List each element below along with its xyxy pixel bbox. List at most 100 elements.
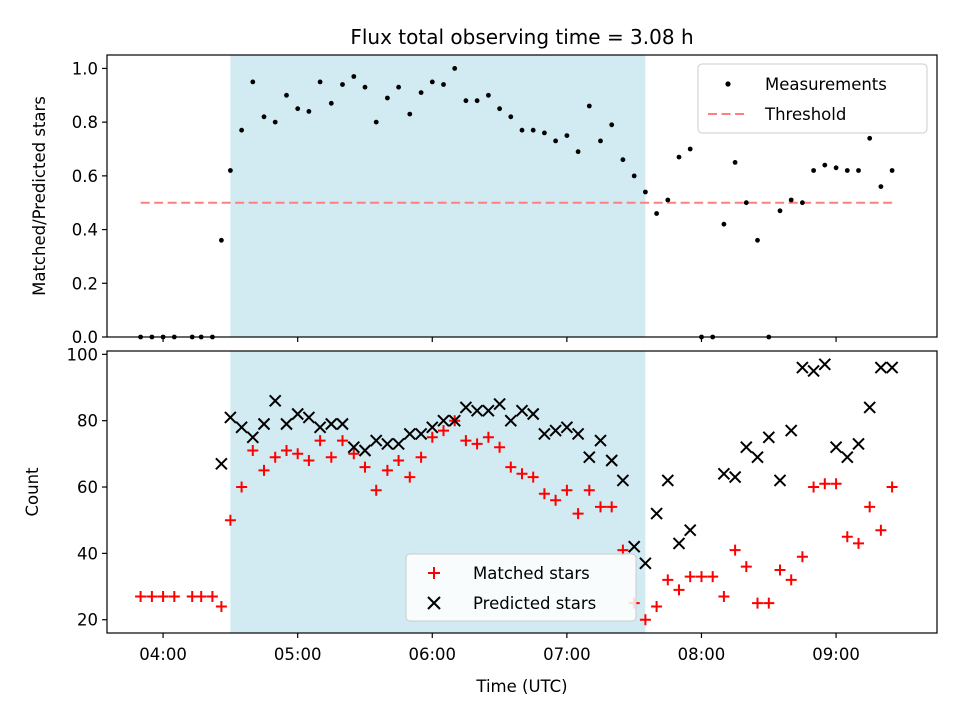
predicted-star-point [515, 404, 529, 417]
predicted-star-point [381, 437, 394, 451]
matched-star-point [168, 591, 180, 602]
measurement-point [429, 79, 435, 85]
predicted-star-point [852, 437, 865, 451]
matched-star-point [269, 451, 281, 463]
measurement-point [351, 74, 357, 79]
matched-star-point [729, 544, 741, 556]
bottom-legend: Matched stars Predicted stars [405, 553, 637, 622]
predicted-star-point [627, 540, 641, 553]
top-legend: Measurements Threshold [697, 63, 928, 134]
measurement-point [889, 168, 895, 173]
x-tick-label: 06:00 [408, 645, 456, 664]
legend-threshold-label: Threshold [764, 105, 846, 124]
predicted-star-point [291, 407, 304, 421]
predicted-star-point [583, 450, 596, 464]
predicted-star-point [672, 537, 686, 550]
measurement-point [261, 114, 267, 120]
matched-star-point [157, 591, 169, 602]
x-tick-label: 08:00 [678, 645, 726, 664]
measurement-point [598, 138, 603, 144]
measurement-point [788, 197, 794, 203]
matched-star-point [426, 431, 438, 443]
measurement-point [654, 211, 659, 216]
predicted-star-point [740, 440, 753, 454]
measurement-point [418, 90, 424, 95]
predicted-star-point [302, 411, 316, 424]
predicted-star-point [482, 404, 495, 417]
matched-star-point [258, 464, 270, 476]
measurement-point [328, 100, 334, 106]
x-tick-label: 09:00 [812, 645, 860, 664]
predicted-star-point [538, 427, 551, 441]
measurement-point [620, 157, 626, 163]
legend-matched-marker [428, 567, 440, 579]
matched-star-point [348, 448, 360, 460]
matched-star-point [595, 501, 606, 513]
predicted-star-point [358, 444, 372, 457]
matched-star-point [864, 501, 876, 513]
predicted-star-point [268, 394, 282, 408]
measurement-point [811, 168, 816, 173]
predicted-star-point [224, 411, 237, 424]
measurement-point [463, 98, 469, 104]
measurement-point [564, 133, 570, 139]
matched-star-point [281, 445, 292, 456]
measurement-point [609, 122, 615, 128]
matched-star-point [886, 481, 898, 493]
predicted-star-point [571, 427, 585, 441]
matched-star-point [572, 508, 584, 520]
predicted-star-point [470, 404, 484, 417]
measurement-point [800, 200, 805, 206]
x-tick-label: 04:00 [139, 645, 187, 664]
measurement-point [497, 106, 502, 112]
matched-star-point [561, 484, 573, 496]
measurement-point [586, 103, 592, 109]
measurement-point [474, 98, 480, 104]
bottom-y-axis-label: Count [23, 467, 42, 517]
y-tick-label: 20 [77, 611, 98, 630]
y-tick-label: 100 [67, 345, 99, 364]
measurement-point [340, 82, 345, 87]
legend-predicted-label: Predicted stars [473, 594, 596, 613]
matched-star-point [381, 464, 393, 476]
measurement-point [441, 82, 446, 87]
matched-star-point [527, 471, 539, 483]
predicted-star-point [504, 414, 518, 427]
predicted-star-point [280, 417, 293, 431]
legend-measurement-marker [725, 81, 731, 87]
predicted-star-point [594, 434, 607, 447]
predicted-star-point [549, 424, 562, 437]
measurement-point [833, 165, 839, 171]
measurement-point [508, 114, 514, 120]
matched-star-point [415, 451, 427, 463]
measurement-point [575, 149, 581, 155]
predicted-star-point [426, 421, 439, 434]
matched-star-point [236, 481, 248, 493]
matched-star-point [684, 571, 696, 583]
matched-star-point [460, 435, 472, 447]
measurement-point [553, 138, 558, 144]
x-tick-label: 07:00 [543, 645, 591, 664]
predicted-star-point [215, 457, 228, 471]
predicted-star-point [661, 474, 675, 487]
y-tick-label: 0.0 [72, 328, 98, 347]
predicted-star-point [392, 437, 405, 451]
matched-star-point [494, 441, 506, 453]
y-tick-label: 0.6 [72, 167, 98, 186]
y-tick-label: 1.0 [72, 59, 98, 78]
measurement-point [272, 119, 278, 125]
predicted-star-point [560, 421, 574, 434]
predicted-star-point [874, 361, 888, 374]
matched-star-point [696, 571, 707, 583]
measurement-point [362, 84, 368, 90]
matched-star-point [314, 435, 326, 447]
chart-title: Flux total observing time = 3.08 h [350, 25, 693, 49]
predicted-star-point [807, 364, 820, 378]
matched-star-point [875, 524, 887, 536]
matched-star-point [830, 478, 842, 490]
y-tick-label: 0.2 [72, 274, 98, 293]
matched-star-point [808, 481, 820, 493]
predicted-star-point [414, 427, 428, 441]
bottom-x-ticks: 04:00 05:00 06:00 07:00 08:00 09:00 [139, 633, 860, 664]
legend-predicted-marker [427, 596, 441, 610]
